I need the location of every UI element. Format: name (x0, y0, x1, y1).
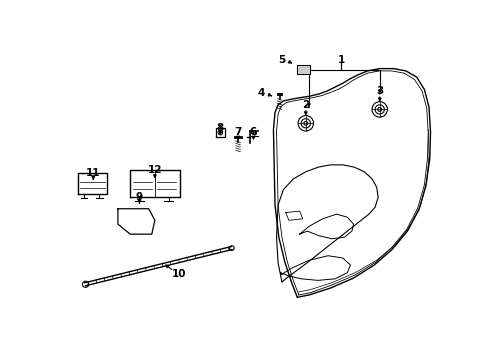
Polygon shape (296, 65, 311, 74)
Text: 11: 11 (86, 167, 100, 177)
Text: 6: 6 (250, 127, 257, 137)
Text: 3: 3 (376, 86, 383, 96)
Text: 12: 12 (147, 165, 162, 175)
Text: 1: 1 (338, 55, 345, 65)
Polygon shape (118, 209, 155, 234)
Text: 2: 2 (302, 100, 309, 110)
Text: 9: 9 (136, 192, 143, 202)
Text: 4: 4 (257, 88, 265, 98)
Text: 7: 7 (234, 127, 242, 137)
Text: 5: 5 (278, 55, 286, 65)
Text: 8: 8 (217, 123, 224, 133)
Text: 10: 10 (172, 269, 187, 279)
